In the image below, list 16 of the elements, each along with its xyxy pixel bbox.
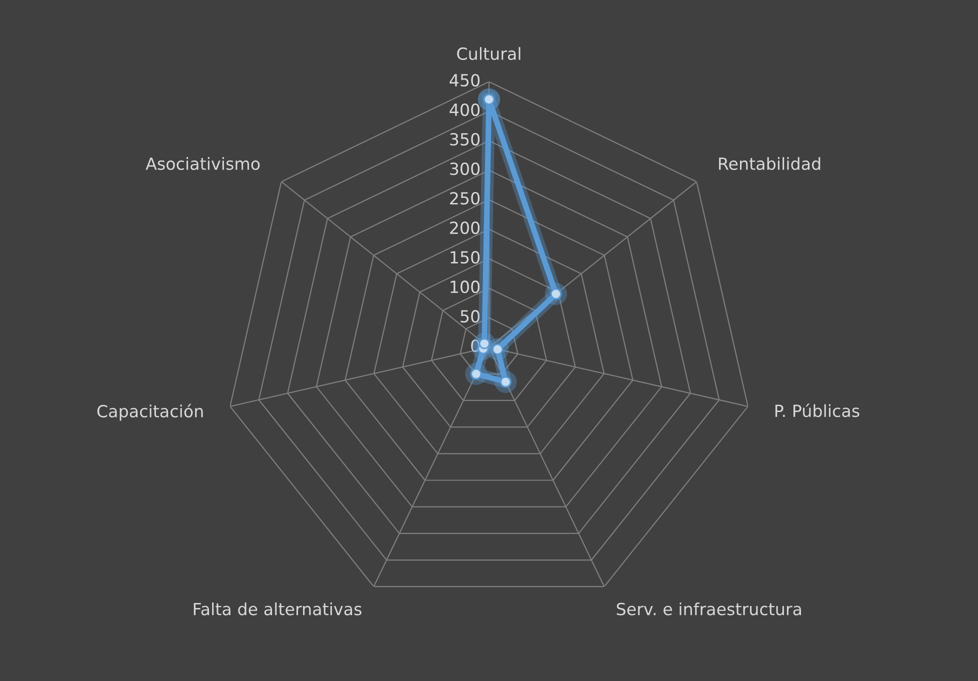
y-tick-label: 150 [450, 251, 480, 264]
y-tick-label: 450 [450, 74, 480, 87]
spoke-label: Capacitación [97, 404, 203, 421]
spoke-label: Falta de alternativas [194, 602, 362, 616]
y-tick-label: 250 [450, 192, 480, 205]
spoke-label: Serv. e infraestructura [616, 602, 801, 616]
y-tick-label: 400 [450, 103, 480, 116]
spoke-label: Rentabilidad [719, 157, 820, 170]
y-tick-label: 200 [450, 222, 480, 234]
y-tick-label: 300 [450, 162, 480, 176]
y-tick-label: 350 [450, 132, 480, 146]
y-tick-label: 100 [450, 280, 480, 294]
y-tick-label: 50 [460, 310, 480, 323]
spoke-label: P. Públicas [775, 404, 860, 418]
spoke-label: Asociativismo [146, 157, 260, 170]
spoke-label: Cultural [457, 47, 520, 60]
